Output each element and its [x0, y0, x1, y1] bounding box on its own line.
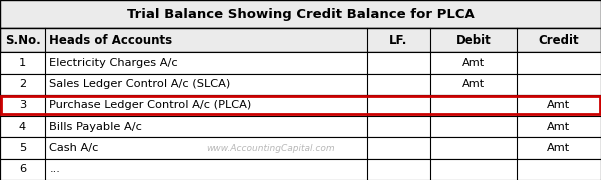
Bar — [0, 159, 601, 180]
Text: 5: 5 — [19, 143, 26, 153]
Text: Purchase Ledger Control A/c (PLCA): Purchase Ledger Control A/c (PLCA) — [49, 100, 252, 111]
Text: 1: 1 — [19, 58, 26, 68]
Text: Bills Payable A/c: Bills Payable A/c — [49, 122, 142, 132]
Text: Trial Balance Showing Credit Balance for PLCA: Trial Balance Showing Credit Balance for… — [127, 8, 474, 21]
Bar — [0, 95, 601, 116]
Text: 6: 6 — [19, 164, 26, 174]
Text: Amt: Amt — [548, 143, 570, 153]
Text: Credit: Credit — [538, 34, 579, 47]
Text: ...: ... — [49, 164, 60, 174]
Text: 2: 2 — [19, 79, 26, 89]
Text: LF.: LF. — [389, 34, 407, 47]
Text: www.AccountingCapital.com: www.AccountingCapital.com — [206, 144, 335, 153]
Text: Electricity Charges A/c: Electricity Charges A/c — [49, 58, 178, 68]
Text: Cash A/c: Cash A/c — [49, 143, 99, 153]
Text: S.No.: S.No. — [5, 34, 40, 47]
Bar — [0, 116, 601, 137]
Text: Amt: Amt — [548, 100, 570, 111]
Bar — [0, 0, 601, 28]
Text: Amt: Amt — [548, 122, 570, 132]
Text: Debit: Debit — [456, 34, 491, 47]
Text: Sales Ledger Control A/c (SLCA): Sales Ledger Control A/c (SLCA) — [49, 79, 231, 89]
Text: 4: 4 — [19, 122, 26, 132]
Bar — [0, 28, 601, 52]
Text: Amt: Amt — [462, 79, 485, 89]
Bar — [1, 96, 600, 114]
Text: 3: 3 — [19, 100, 26, 111]
Text: Amt: Amt — [462, 58, 485, 68]
Bar — [0, 52, 601, 73]
Bar — [0, 73, 601, 95]
Bar — [0, 137, 601, 159]
Text: Heads of Accounts: Heads of Accounts — [49, 34, 172, 47]
